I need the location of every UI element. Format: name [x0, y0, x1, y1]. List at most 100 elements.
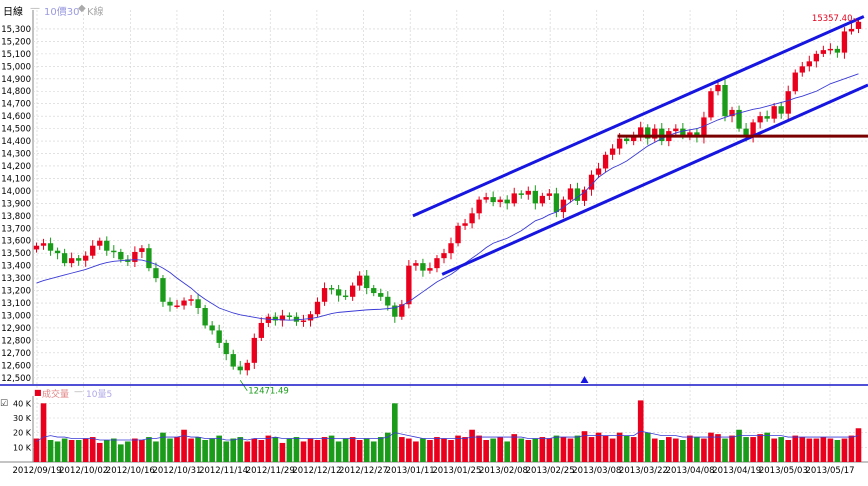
- candle-body: [631, 136, 637, 142]
- price-tick-label: 12,600: [1, 361, 31, 371]
- price-tick-label: 14,500: [1, 125, 31, 135]
- candle-body: [33, 245, 40, 250]
- candle-body: [188, 299, 194, 301]
- candle-body: [462, 223, 468, 226]
- date-tick-label: 2013/04/19: [712, 466, 761, 476]
- volume-bar: [743, 437, 749, 462]
- volume-bar: [363, 438, 370, 462]
- candle-body: [104, 240, 110, 251]
- volume-bar: [89, 437, 96, 462]
- volume-bar: [139, 440, 145, 462]
- candle-body: [553, 193, 560, 213]
- volume-bar: [588, 437, 595, 462]
- candle-body: [90, 245, 96, 256]
- volume-bar: [286, 438, 293, 462]
- candle-body: [490, 197, 496, 203]
- date-tick-label: 2013/03/22: [619, 466, 668, 476]
- volume-bar: [673, 438, 679, 462]
- volume-bar: [483, 440, 489, 462]
- candle-body: [638, 127, 644, 137]
- candle-body: [434, 258, 440, 269]
- candle-body: [722, 85, 728, 117]
- candle-body: [841, 31, 848, 53]
- volume-bar: [448, 440, 454, 462]
- candle-body: [223, 342, 229, 355]
- volume-bar: [427, 440, 433, 462]
- candle-body: [652, 128, 658, 139]
- candle-body: [68, 258, 75, 264]
- candle-body: [40, 243, 47, 246]
- volume-tick-label: 30 K: [13, 414, 32, 423]
- volume-bar: [230, 438, 237, 462]
- volume-bar: [272, 437, 279, 462]
- candle-body: [602, 154, 609, 169]
- volume-bar: [195, 437, 201, 462]
- volume-bar: [848, 435, 855, 462]
- candle-body: [202, 308, 208, 326]
- price-tick-label: 14,300: [1, 150, 31, 160]
- candle-body: [251, 337, 257, 363]
- candle-body: [497, 199, 503, 203]
- price-tick-label: 14,200: [1, 162, 31, 172]
- volume-bar: [307, 438, 314, 462]
- volume-bar: [644, 432, 651, 462]
- legend-k-label: K線: [87, 7, 104, 18]
- volume-bar: [61, 438, 68, 462]
- volume-bar: [567, 438, 574, 462]
- date-tick-label: 2012/11/29: [246, 466, 295, 476]
- candle-body: [476, 199, 482, 214]
- date-tick-label: 2012/10/31: [152, 466, 201, 476]
- candle-body: [216, 330, 222, 343]
- price-tick-label: 14,800: [1, 87, 31, 97]
- candle-body: [307, 314, 314, 321]
- candle-body: [680, 128, 686, 137]
- candle-body: [574, 188, 581, 201]
- volume-bar: [237, 437, 244, 462]
- period-label: 日線: [3, 7, 23, 18]
- volume-bar: [132, 438, 138, 462]
- volume-bar: [153, 441, 159, 462]
- volume-bar: [54, 441, 61, 462]
- price-tick-label: 13,100: [1, 299, 31, 309]
- candle-body: [328, 288, 335, 290]
- date-tick-label: 2013/02/25: [526, 466, 575, 476]
- volume-bar: [33, 438, 40, 462]
- volume-tick-label: 10 K: [13, 443, 32, 452]
- candle-body: [293, 316, 300, 322]
- volume-bar: [574, 435, 581, 462]
- volume-bar: [595, 432, 602, 462]
- candle-body: [195, 299, 201, 309]
- volume-bar: [406, 438, 412, 462]
- candle-body: [349, 285, 356, 297]
- upper-channel: [412, 15, 865, 218]
- candle-body: [581, 189, 588, 201]
- volume-bar: [771, 438, 777, 462]
- volume-toggle-icon[interactable]: ☑: [0, 399, 9, 409]
- volume-legend-label: 成交量: [42, 390, 70, 400]
- candle-body: [560, 199, 567, 213]
- price-tick-label: 15,100: [1, 50, 31, 60]
- legend-ma-label: 10價30: [44, 7, 80, 18]
- candle-body: [335, 289, 342, 296]
- candle-body: [427, 268, 433, 271]
- date-tick-label: 2013/05/17: [806, 466, 855, 476]
- date-tick-label: 2012/11/14: [199, 466, 248, 476]
- price-tick-label: 13,500: [1, 249, 31, 259]
- candle-body: [300, 320, 307, 322]
- candle-body: [673, 128, 679, 132]
- price-tick-label: 13,200: [1, 287, 31, 297]
- price-tick-label: 13,800: [1, 212, 31, 222]
- lower-channel: [441, 83, 868, 276]
- volume-bar: [434, 437, 440, 462]
- candle-body: [778, 106, 784, 114]
- volume-bar: [441, 438, 447, 462]
- volume-bar: [160, 432, 166, 462]
- volume-bar: [321, 437, 328, 462]
- volume-bar: [665, 437, 672, 462]
- candle-body: [406, 265, 412, 305]
- price-tick-label: 14,000: [1, 187, 31, 197]
- volume-bar: [167, 438, 173, 462]
- price-tick-label: 15,200: [1, 37, 31, 47]
- volume-bar: [174, 437, 180, 462]
- candle-body: [237, 366, 243, 371]
